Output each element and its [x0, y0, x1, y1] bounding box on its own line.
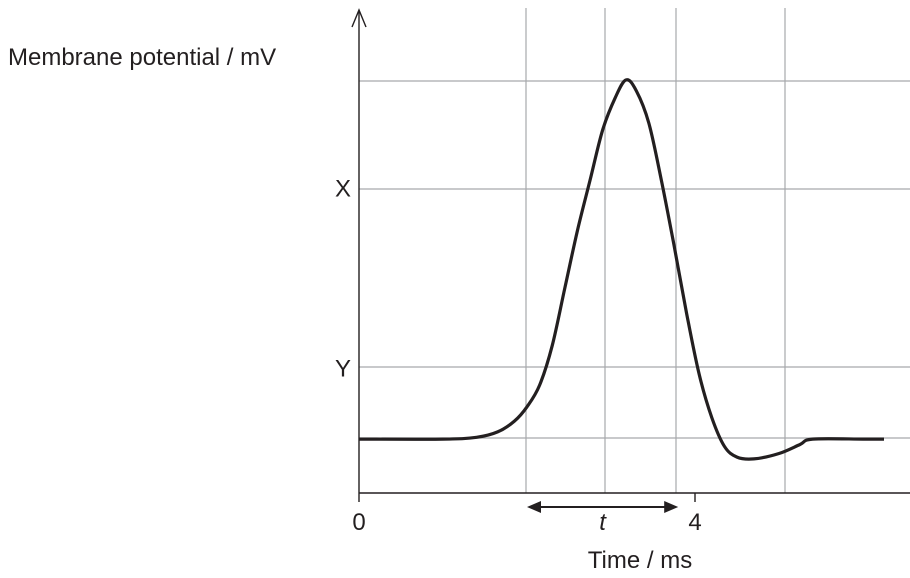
- interval-label: t: [599, 509, 607, 536]
- interval-annotation: t: [527, 501, 679, 536]
- series-group: [358, 78, 884, 461]
- x-axis-label: Time / ms: [588, 547, 692, 574]
- gridlines: [359, 8, 910, 493]
- y-axis: [351, 8, 367, 493]
- y-ticks: XY: [335, 176, 351, 383]
- series-line: [358, 78, 884, 461]
- interval-arrow-left: [527, 501, 541, 513]
- interval-arrow-right: [664, 501, 679, 513]
- y-axis-label: Membrane potential / mV: [8, 44, 276, 71]
- x-tick-label: 0: [352, 509, 365, 536]
- y-tick-label: X: [335, 176, 351, 203]
- x-tick-label: 4: [688, 509, 701, 536]
- y-axis-arrow: [351, 8, 367, 28]
- y-tick-label: Y: [335, 355, 351, 382]
